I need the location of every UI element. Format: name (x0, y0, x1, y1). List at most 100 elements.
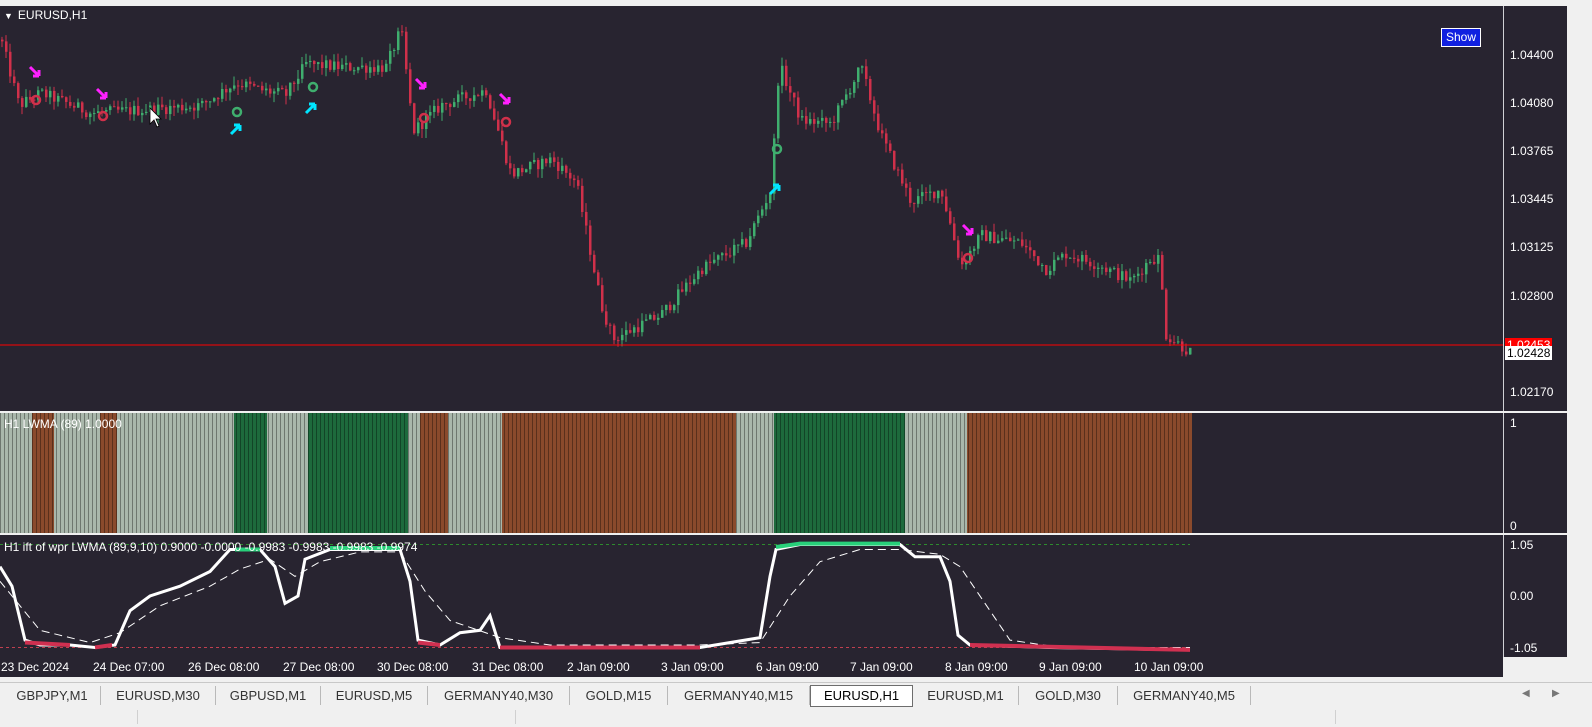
tab-eurusd-m5[interactable]: EURUSD,M5 (321, 686, 428, 705)
trend-block-green (774, 413, 905, 533)
candle-body (1189, 347, 1192, 355)
time-label: 24 Dec 07:00 (93, 660, 165, 674)
candle-body (801, 116, 804, 118)
candle-body (1149, 261, 1152, 263)
candle-body (385, 63, 388, 72)
candle-body (989, 231, 992, 242)
candle-body (845, 94, 848, 100)
candle-body (513, 168, 516, 177)
tab-gold-m30[interactable]: GOLD,M30 (1019, 686, 1118, 705)
candle-body (213, 98, 216, 102)
tab-eurusd-m30[interactable]: EURUSD,M30 (101, 686, 216, 705)
ift-wpr-axis[interactable]: 1.05 0.00 -1.05 (1503, 535, 1568, 657)
tab-germany40-m5[interactable]: GERMANY40,M5 (1118, 686, 1251, 705)
candle-body (829, 121, 832, 123)
candle-body (725, 253, 728, 256)
candle-body (261, 85, 264, 91)
time-axis[interactable]: 23 Dec 2024 24 Dec 07:00 26 Dec 08:00 27… (0, 657, 1503, 677)
candle-body (161, 104, 164, 108)
candle-body (121, 107, 124, 110)
price-chart[interactable] (0, 6, 1503, 411)
candle-body (881, 130, 884, 134)
candle-body (733, 244, 736, 256)
price-label: 1.02170 (1510, 385, 1554, 399)
candle-body (405, 31, 408, 70)
candle-body (757, 215, 760, 224)
candle-body (573, 178, 576, 181)
candle-body (197, 103, 200, 111)
candle-body (269, 88, 272, 94)
ift-wpr-indicator-pane[interactable]: H1 ift of wpr LWMA (89,9,10) 0.9000 -0.0… (0, 535, 1503, 657)
candle-body (1173, 342, 1176, 344)
candle-body (1053, 259, 1056, 271)
tab-gbpjpy-m1[interactable]: GBPJPY,M1 (4, 686, 101, 705)
candle-body (649, 314, 652, 320)
candle-body (537, 159, 540, 170)
candle-body (1185, 351, 1188, 355)
price-label: 1.04080 (1510, 96, 1554, 110)
tab-eurusd-m1[interactable]: EURUSD,M1 (913, 686, 1019, 705)
candle-body (1181, 341, 1184, 352)
candle-body (853, 81, 856, 93)
candle-body (137, 105, 140, 116)
candle-body (497, 119, 500, 131)
candle-body (337, 61, 340, 70)
ift-scale-label: 0.00 (1510, 589, 1534, 603)
candle-body (805, 116, 808, 124)
candle-body (549, 157, 552, 164)
candle-body (421, 122, 424, 130)
candle-body (685, 282, 688, 292)
candle-body (897, 169, 900, 171)
candle-body (77, 102, 80, 108)
candle-body (669, 304, 672, 311)
candle-body (1165, 289, 1168, 340)
candle-body (665, 304, 668, 311)
candle-body (929, 191, 932, 193)
candle-body (177, 104, 180, 108)
sell-arrow-icon (414, 77, 427, 90)
candle-body (233, 85, 236, 89)
time-label: 9 Jan 09:00 (1039, 660, 1102, 674)
time-label: 6 Jan 09:00 (756, 660, 819, 674)
trend-block-gray (0, 413, 32, 533)
time-label: 30 Dec 08:00 (377, 660, 449, 674)
candle-body (981, 230, 984, 236)
lwma-axis[interactable]: 1 0 (1503, 413, 1568, 533)
candle-body (493, 108, 496, 120)
status-separator (137, 710, 138, 724)
candle-body (1029, 247, 1032, 251)
tab-scroll-left-icon[interactable]: ◀ (1522, 688, 1530, 699)
candle-body (141, 112, 144, 116)
price-axis[interactable]: 1.04400 1.04080 1.03765 1.03445 1.03125 … (1503, 6, 1568, 411)
candle-body (329, 60, 332, 70)
candle-body (65, 97, 68, 102)
tab-eurusd-h1[interactable]: EURUSD,H1 (810, 685, 913, 707)
candle-body (437, 105, 440, 113)
candle-body (609, 324, 612, 326)
candle-body (593, 254, 596, 273)
sell-arrow-stroke (95, 87, 108, 100)
trend-block-brown (420, 413, 448, 533)
candle-body (541, 158, 544, 170)
lwma-indicator-pane[interactable]: H1 LWMA (89) 1.0000 (0, 413, 1503, 533)
price-chart-pane[interactable]: ▼ EURUSD,H1 Show (0, 6, 1503, 411)
tab-gbpusd-m1[interactable]: GBPUSD,M1 (216, 686, 321, 705)
candle-body (85, 112, 88, 118)
candle-body (217, 98, 220, 100)
collapse-arrow-icon[interactable]: ▼ (4, 11, 13, 21)
tab-germany40-m30[interactable]: GERMANY40,M30 (428, 686, 570, 705)
candle-body (469, 98, 472, 101)
candle-body (249, 81, 252, 84)
tab-scroll-right-icon[interactable]: ▶ (1552, 688, 1560, 699)
candle-body (457, 94, 460, 103)
sell-signal-marker-icon (500, 116, 512, 128)
candle-body (1157, 255, 1160, 264)
tab-gold-m15[interactable]: GOLD,M15 (570, 686, 668, 705)
candle-body (785, 65, 788, 87)
candle-body (1161, 255, 1164, 290)
time-label: 23 Dec 2024 (1, 660, 70, 674)
candle-body (17, 83, 20, 99)
candlesticks (1, 25, 1192, 357)
tab-germany40-m15[interactable]: GERMANY40,M15 (668, 686, 810, 705)
show-button[interactable]: Show (1441, 28, 1481, 47)
